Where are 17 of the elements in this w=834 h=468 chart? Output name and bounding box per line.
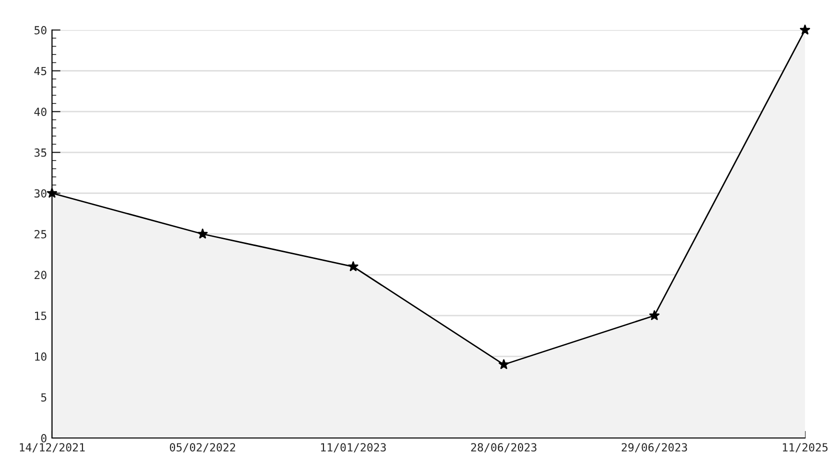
y-tick-label: 45 (34, 66, 46, 76)
x-tick-label: 29/06/2023 (622, 443, 688, 452)
y-tick-label: 20 (34, 270, 46, 280)
y-tick-label: 15 (35, 312, 46, 320)
y-tick-label: 50 (34, 26, 46, 34)
y-tick-label: 40 (34, 108, 46, 116)
x-tick-label: 28/06/2023 (471, 443, 536, 452)
x-tick-label: 14/12/2021 (20, 443, 85, 452)
y-tick-label: 0 (41, 434, 46, 442)
y-tick-label: 25 (34, 230, 46, 238)
x-tick-label: 11/2025 (782, 443, 828, 452)
x-tick-label: 11/01/2023 (321, 443, 386, 452)
y-tick-label: 5 (41, 393, 46, 402)
x-tick-label: 05/02/2022 (170, 443, 236, 452)
y-tick-label: 10 (35, 352, 46, 361)
y-tick-label: 35 (34, 148, 46, 157)
y-tick-label: 30 (34, 189, 46, 198)
